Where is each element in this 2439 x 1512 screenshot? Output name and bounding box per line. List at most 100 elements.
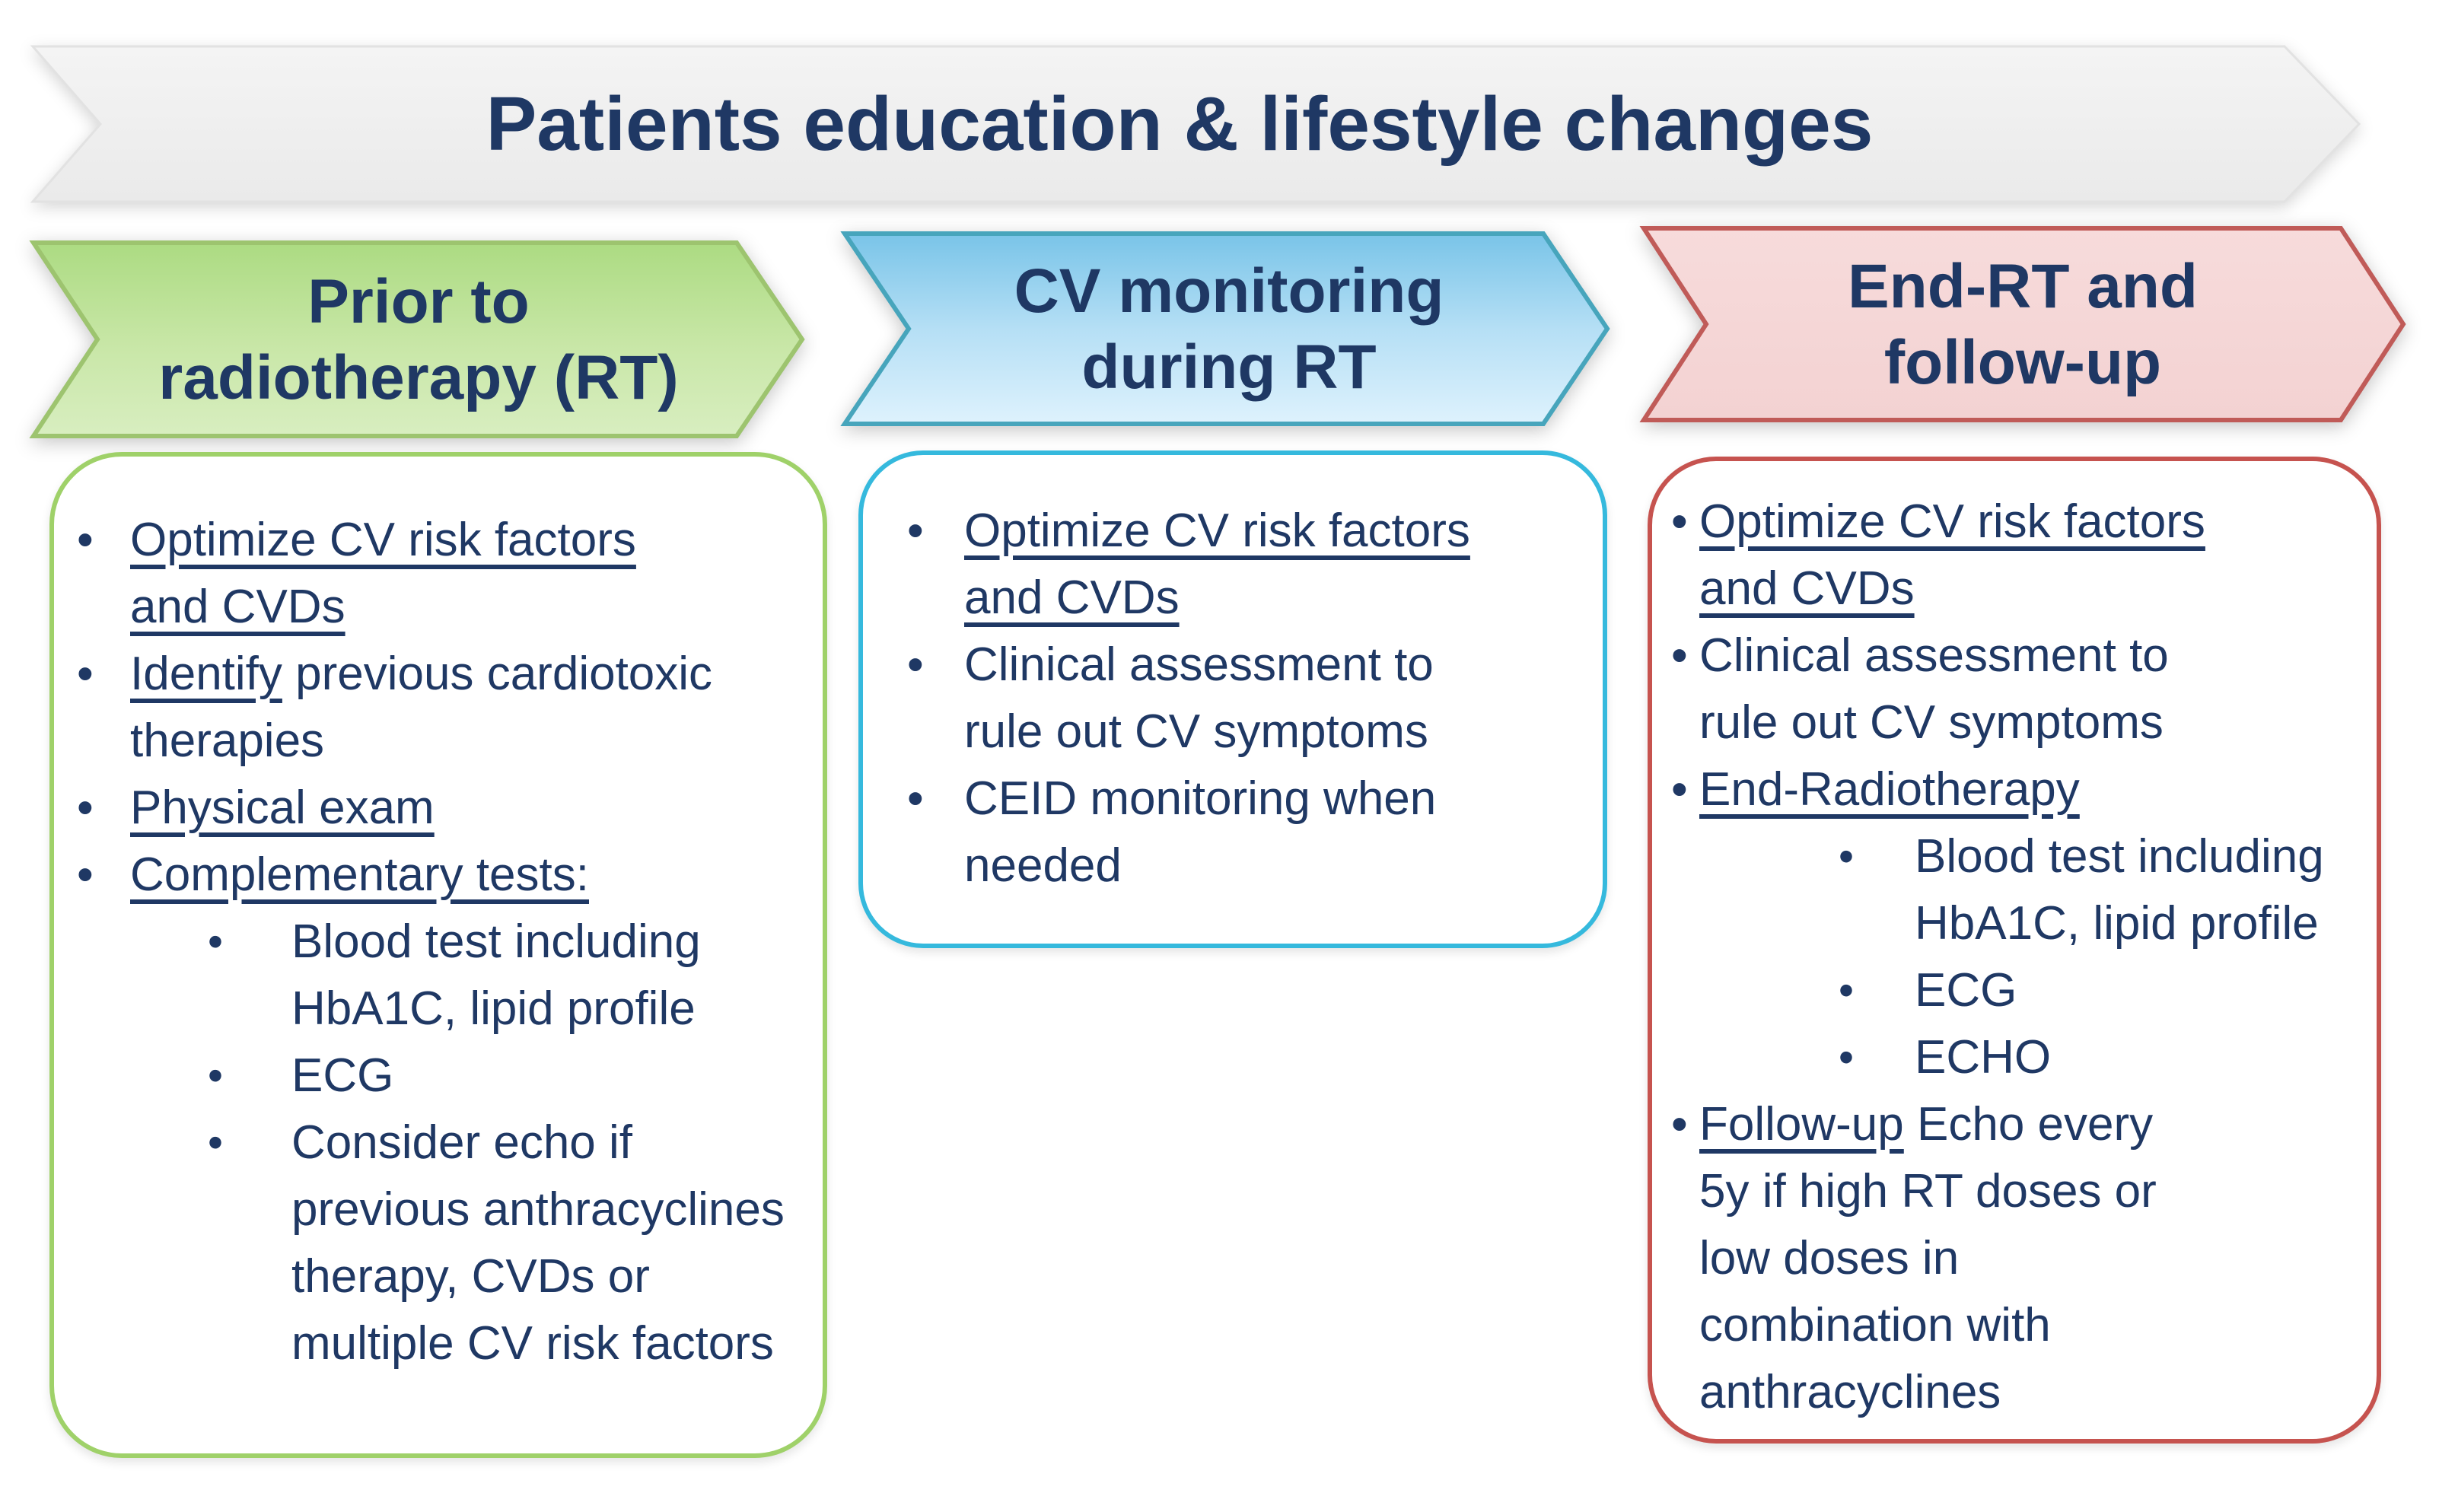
list-item: • ECHO (1652, 1024, 2377, 1091)
text-segment: HbA1C, lipid profile (291, 982, 696, 1035)
text-line: therapies (130, 708, 823, 775)
stage-arrow-during-rt (840, 231, 1610, 426)
list-item: • End-Radiotherapy (1652, 756, 2377, 823)
text-line: and CVDs (964, 565, 1603, 632)
bullet-dot: • (1839, 832, 1854, 881)
underlined-text: Optimize CV risk factors (964, 505, 1470, 557)
bullet-dot: • (1671, 763, 1688, 816)
text-line: Optimize CV risk factors (964, 498, 1603, 565)
stage-label-prior-rt: Prior to radiotherapy (RT) (91, 253, 746, 428)
list-item: • ECG (1652, 957, 2377, 1024)
bullet-dot: • (1671, 629, 1688, 682)
text-line: Follow-up Echo every (1699, 1091, 2377, 1158)
bullet-dot: • (1671, 1098, 1688, 1151)
text-segment: Blood test including (1915, 830, 2324, 883)
bullet-dot: • (208, 918, 223, 966)
text-segment: therapy, CVDs or (291, 1250, 650, 1303)
underlined-text: Identify (130, 648, 282, 700)
text-segment: Clinical assessment to (1699, 629, 2169, 682)
text-line: and CVDs (130, 574, 823, 641)
underlined-text: Follow-up (1699, 1098, 1904, 1151)
underlined-text: Optimize CV risk factors (1699, 495, 2205, 548)
card-end-rt: • Optimize CV risk factors and CVDs • Clinic… (1648, 457, 2381, 1444)
list-item: • Clinical assessment to rule out CV sympt… (863, 632, 1603, 766)
text-line: ECHO (1915, 1024, 2377, 1091)
text-segment: Echo every (1903, 1098, 2154, 1151)
bullet-dot: • (907, 505, 924, 557)
list-item: • Physical exam (54, 775, 823, 842)
stage-label-during-rt: CV monitoring during RT (906, 244, 1552, 415)
stage-label-line: follow-up (1883, 328, 2162, 397)
bullet-dot: • (77, 514, 94, 566)
text-segment: Blood test including (291, 915, 701, 968)
text-segment: ECG (1915, 964, 2017, 1017)
bullet-dot: • (907, 772, 924, 825)
text-segment: multiple CV risk factors (291, 1317, 774, 1370)
text-line: low doses in (1699, 1225, 2377, 1292)
card-prior-rt: • Optimize CV risk factors and CVDs • Identi… (49, 452, 827, 1458)
text-line: therapy, CVDs or (291, 1243, 823, 1310)
text-line: multiple CV risk factors (291, 1310, 823, 1377)
text-segment: ECG (291, 1049, 394, 1102)
text-line: Clinical assessment to (1699, 622, 2377, 689)
stage-arrow-prior-rt (29, 240, 805, 438)
stage-label-line: End-RT and (1847, 252, 2199, 321)
stage-label-line: radiotherapy (RT) (158, 343, 679, 412)
list-item: • Follow-up Echo every 5y if high RT doses… (1652, 1091, 2377, 1426)
text-segment: combination with (1699, 1299, 2051, 1351)
text-line: Identify previous cardiotoxic (130, 641, 823, 708)
stage-arrow-end-rt (1639, 226, 2406, 422)
bullet-dot: • (77, 648, 94, 700)
stage-label-line: during RT (1081, 333, 1377, 402)
underlined-text: Optimize CV risk factors (130, 514, 636, 566)
underlined-text: and CVDs (964, 571, 1180, 624)
list-item: • Optimize CV risk factors and CVDs (1652, 489, 2377, 622)
bullet-dot: • (1839, 966, 1854, 1015)
text-segment: anthracyclines (1699, 1366, 2001, 1418)
text-line: ECG (1915, 957, 2377, 1024)
bullet-list-during-rt: • Optimize CV risk factors and CVDs • Clinic… (863, 455, 1603, 944)
bullet-list-prior-rt: • Optimize CV risk factors and CVDs • Identi… (54, 457, 823, 1453)
text-line: End-Radiotherapy (1699, 756, 2377, 823)
list-item: • Blood test including HbA1C, lipid profil… (54, 909, 823, 1042)
card-during-rt: • Optimize CV risk factors and CVDs • Clinic… (858, 450, 1607, 948)
underlined-text: and CVDs (1699, 562, 1915, 615)
bullet-dot: • (77, 781, 94, 834)
text-line: Physical exam (130, 775, 823, 842)
bullet-list-end-rt: • Optimize CV risk factors and CVDs • Clinic… (1652, 461, 2377, 1439)
text-line: Complementary tests: (130, 842, 823, 909)
bullet-dot: • (208, 1119, 223, 1167)
text-line: ECG (291, 1042, 823, 1109)
bullet-dot: • (208, 1052, 223, 1100)
text-segment: Consider echo if (291, 1116, 633, 1169)
underlined-text: Physical exam (130, 781, 435, 834)
list-item: • CEID monitoring when needed (863, 766, 1603, 899)
text-line: Clinical assessment to (964, 632, 1603, 699)
bullet-dot: • (77, 848, 94, 901)
text-segment: therapies (130, 715, 325, 767)
text-line: combination with (1699, 1292, 2377, 1359)
text-segment: ECHO (1915, 1031, 2052, 1084)
text-line: Optimize CV risk factors (130, 507, 823, 574)
text-line: Blood test including (1915, 823, 2377, 890)
list-item: • Clinical assessment to rule out CV sympt… (1652, 622, 2377, 756)
text-segment: previous cardiotoxic (282, 648, 713, 700)
text-line: rule out CV symptoms (1699, 689, 2377, 756)
text-segment: low doses in (1699, 1232, 1960, 1284)
text-line: previous anthracyclines (291, 1176, 823, 1243)
text-segment: rule out CV symptoms (964, 705, 1428, 758)
text-segment: HbA1C, lipid profile (1915, 897, 2319, 950)
underlined-text: Complementary tests: (130, 848, 589, 901)
text-segment: CEID monitoring when (964, 772, 1437, 825)
text-segment: rule out CV symptoms (1699, 696, 2164, 749)
bullet-dot: • (1671, 495, 1688, 548)
list-item: • Optimize CV risk factors and CVDs (863, 498, 1603, 632)
text-line: Blood test including (291, 909, 823, 976)
text-segment: Clinical assessment to (964, 638, 1434, 691)
text-line: anthracyclines (1699, 1359, 2377, 1426)
text-line: HbA1C, lipid profile (291, 976, 823, 1042)
stage-label-end-rt: End-RT and follow-up (1703, 238, 2342, 412)
text-line: needed (964, 832, 1603, 899)
stage-label-line: CV monitoring (1014, 256, 1444, 326)
